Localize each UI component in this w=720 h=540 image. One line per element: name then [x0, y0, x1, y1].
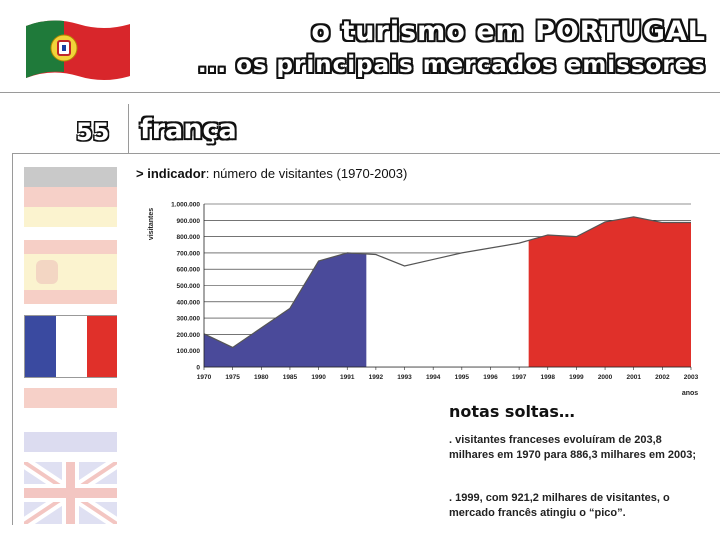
x-tick-label: 1970 [197, 374, 212, 381]
section-divider [128, 104, 129, 153]
y-axis-label: visitantes [148, 208, 155, 240]
x-tick-label: 2001 [626, 374, 641, 381]
content-divider [12, 153, 720, 154]
x-tick-label: 1991 [340, 374, 355, 381]
y-tick-label: 200.000 [177, 332, 201, 339]
header-subtitle: ... os principais mercados emissores [197, 52, 706, 78]
y-tick-labels: 0 100.000 200.000 300.000 400.000 500.000 600.… [171, 202, 200, 372]
x-tick-label: 1995 [455, 374, 470, 381]
y-tick-label: 100.000 [177, 348, 201, 355]
y-tick-label: 600.000 [177, 267, 201, 274]
y-tick-label: 800.000 [177, 234, 201, 241]
x-tick-label: 2000 [598, 374, 613, 381]
x-tick-labels: 1970 1975 1980 1985 1990 1991 1992 1993 1994 1995… [197, 374, 699, 381]
header-title: o turismo em PORTUGAL [311, 16, 706, 47]
y-tick-label: 700.000 [177, 250, 201, 257]
y-tick-label: 300.000 [177, 316, 201, 323]
y-tick-label: 0 [196, 365, 200, 372]
area-band-red [528, 216, 691, 367]
france-flag [24, 315, 117, 378]
x-tick-label: 1975 [225, 374, 240, 381]
series-line [203, 216, 691, 349]
portugal-flag-logo [26, 20, 130, 81]
notes-title: notas soltas… [449, 402, 575, 421]
left-border [12, 153, 13, 525]
section-country: frança [140, 114, 237, 145]
faded-uk-flag [24, 462, 117, 524]
x-tick-label: 1994 [426, 374, 441, 381]
indicator-heading: > indicador: número de visitantes (1970-… [136, 166, 407, 181]
x-tick-label: 2003 [684, 374, 699, 381]
visitors-area-chart: 0 100.000 200.000 300.000 400.000 500.000 600.… [148, 202, 699, 398]
x-tick-label: 1990 [311, 374, 326, 381]
y-tick-label: 1.000.000 [171, 202, 200, 209]
y-tick-label: 500.000 [177, 283, 201, 290]
indicator-text: : número de visitantes (1970-2003) [205, 166, 408, 181]
note-item: . visitantes franceses evoluíram de 203,… [449, 434, 697, 461]
header-divider [0, 92, 720, 93]
y-tick-label: 900.000 [177, 218, 201, 225]
chart-axes [203, 204, 692, 370]
indicator-label: > indicador [136, 166, 206, 181]
x-tick-label: 1992 [369, 374, 384, 381]
x-tick-label: 1980 [254, 374, 269, 381]
area-band-white [366, 216, 530, 367]
section-number: 55 [76, 118, 110, 146]
x-tick-label: 1998 [541, 374, 556, 381]
note-item: . 1999, com 921,2 milhares de visitantes… [449, 492, 670, 519]
x-tick-label: 1999 [569, 374, 584, 381]
x-tick-label: 1997 [512, 374, 527, 381]
axis-lines [203, 204, 691, 368]
y-tick-label: 400.000 [177, 299, 201, 306]
x-tick-label: 2002 [655, 374, 670, 381]
x-tick-label: 1996 [483, 374, 498, 381]
x-tick-label: 1985 [283, 374, 298, 381]
x-tick-label: 1993 [397, 374, 412, 381]
x-axis-label: anos [682, 390, 698, 397]
